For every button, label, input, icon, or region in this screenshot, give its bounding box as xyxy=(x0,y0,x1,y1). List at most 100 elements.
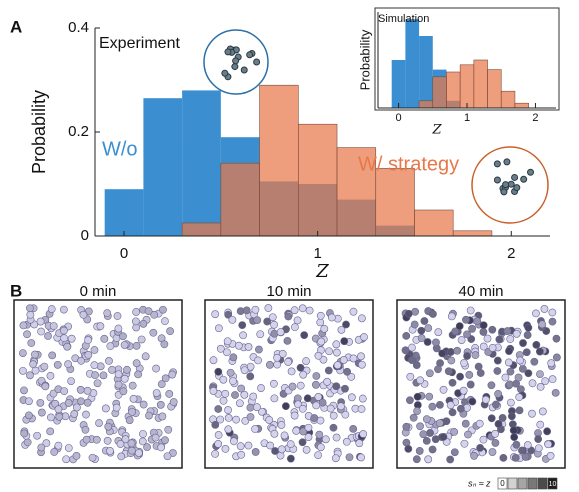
particle xyxy=(359,430,368,438)
particle xyxy=(23,438,32,447)
particle xyxy=(357,453,365,462)
particle xyxy=(139,400,148,409)
particle xyxy=(417,326,426,335)
particle xyxy=(134,449,143,457)
particle xyxy=(79,310,88,319)
particle xyxy=(161,374,170,383)
x-tick-label: 2 xyxy=(532,112,538,124)
particle xyxy=(541,377,550,386)
particle xyxy=(84,350,93,359)
particle xyxy=(77,397,85,406)
particle xyxy=(211,310,220,319)
particle xyxy=(19,366,27,375)
particle xyxy=(300,331,309,340)
particle xyxy=(100,334,109,343)
particle xyxy=(466,306,475,315)
particle xyxy=(114,380,123,389)
particle xyxy=(298,438,307,447)
particle xyxy=(19,321,28,330)
particle xyxy=(444,367,453,376)
particle xyxy=(116,440,125,448)
particle xyxy=(538,407,547,416)
particle xyxy=(518,364,527,373)
particle xyxy=(270,394,279,403)
particle xyxy=(402,422,411,431)
particle xyxy=(214,324,223,333)
particle xyxy=(442,417,451,426)
particle xyxy=(494,389,503,398)
particle xyxy=(304,423,313,432)
particle xyxy=(90,346,99,354)
particle xyxy=(488,343,497,352)
particle xyxy=(436,400,444,409)
particle xyxy=(246,403,255,412)
particle xyxy=(214,440,223,448)
particle xyxy=(246,372,255,381)
particle xyxy=(512,440,521,449)
particle xyxy=(457,336,466,344)
panel-label: A xyxy=(10,17,22,36)
particle xyxy=(479,435,488,444)
annotation: Experiment xyxy=(99,35,180,52)
particle xyxy=(543,427,552,436)
particle xyxy=(99,371,108,380)
particle xyxy=(221,389,230,398)
particle xyxy=(342,437,351,446)
particle xyxy=(240,366,249,375)
particle xyxy=(347,393,356,402)
particle xyxy=(343,367,351,376)
particle xyxy=(462,315,470,324)
particle xyxy=(447,356,456,365)
particle xyxy=(316,311,325,320)
particle xyxy=(327,313,336,322)
snapshot-title: 10 min xyxy=(266,283,311,300)
particle xyxy=(439,385,448,394)
particle xyxy=(316,443,325,452)
particle xyxy=(304,433,313,442)
particle xyxy=(263,317,272,326)
particle xyxy=(532,340,541,349)
particle xyxy=(49,322,58,330)
particle xyxy=(406,396,414,405)
icon-particle xyxy=(500,188,508,196)
particle xyxy=(332,340,341,349)
particle xyxy=(235,399,244,408)
particle xyxy=(244,441,253,450)
particle xyxy=(544,440,553,449)
particle xyxy=(151,433,160,442)
x-tick-label: 1 xyxy=(464,112,470,124)
particle xyxy=(416,376,425,385)
particle xyxy=(37,443,46,452)
particle xyxy=(161,436,169,445)
particle xyxy=(26,371,34,380)
particle xyxy=(456,404,465,413)
particle xyxy=(333,361,342,370)
particle xyxy=(48,351,57,360)
particle xyxy=(246,413,255,421)
particle xyxy=(77,356,86,365)
particle xyxy=(160,340,169,349)
particle xyxy=(106,342,115,351)
particle xyxy=(234,341,243,350)
particle xyxy=(276,451,285,460)
particle xyxy=(424,324,433,333)
particle xyxy=(214,431,223,439)
particle xyxy=(255,345,263,354)
particle xyxy=(157,443,166,452)
particle xyxy=(425,392,434,401)
panel-label: B xyxy=(10,281,22,300)
particle xyxy=(536,370,544,378)
particle xyxy=(70,410,79,418)
particle xyxy=(47,305,56,313)
particle xyxy=(512,329,521,338)
particle xyxy=(112,334,121,343)
particle xyxy=(168,370,177,379)
particle xyxy=(46,371,55,380)
particle xyxy=(72,452,81,460)
particle xyxy=(101,404,110,413)
particle xyxy=(27,339,36,347)
particle xyxy=(434,328,443,337)
particle xyxy=(121,435,130,444)
x-axis-label: Z xyxy=(431,123,442,138)
particle xyxy=(494,420,503,428)
